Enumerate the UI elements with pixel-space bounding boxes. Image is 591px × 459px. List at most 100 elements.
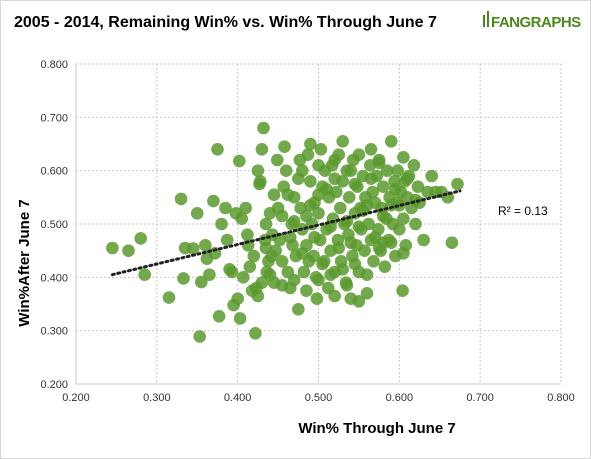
data-point bbox=[312, 273, 325, 287]
data-point bbox=[352, 148, 366, 161]
logo-bar-icon bbox=[487, 11, 489, 27]
data-point bbox=[301, 148, 315, 161]
data-point bbox=[417, 233, 430, 247]
data-point bbox=[330, 185, 343, 199]
data-point bbox=[225, 265, 239, 279]
data-point bbox=[401, 172, 414, 185]
data-point bbox=[332, 241, 346, 255]
data-point bbox=[241, 228, 254, 241]
data-point bbox=[203, 268, 216, 282]
data-point bbox=[376, 209, 390, 223]
data-point bbox=[358, 244, 371, 257]
data-point bbox=[340, 279, 354, 292]
data-point bbox=[279, 164, 293, 177]
y-tick-label: 0.500 bbox=[40, 219, 68, 231]
data-point bbox=[219, 201, 232, 215]
data-point bbox=[372, 156, 386, 169]
data-point bbox=[162, 291, 176, 304]
x-tick-label: 0.800 bbox=[547, 392, 575, 404]
data-point bbox=[257, 121, 270, 135]
x-tick-label: 0.200 bbox=[62, 392, 90, 404]
data-point bbox=[396, 284, 409, 298]
data-point bbox=[287, 215, 301, 228]
data-point bbox=[391, 164, 405, 177]
data-point bbox=[243, 260, 257, 274]
data-point bbox=[255, 143, 269, 156]
data-point bbox=[177, 272, 190, 285]
data-point bbox=[263, 268, 277, 282]
data-point bbox=[389, 183, 402, 196]
data-point bbox=[235, 212, 248, 225]
data-point bbox=[312, 188, 325, 201]
r-squared-annotation: R² = 0.13 bbox=[498, 204, 548, 218]
data-point bbox=[367, 254, 380, 268]
y-tick-label: 0.600 bbox=[40, 166, 68, 178]
data-point bbox=[411, 180, 425, 193]
x-axis-title: Win% Through June 7 bbox=[298, 420, 455, 437]
data-point bbox=[425, 169, 439, 183]
data-point bbox=[348, 177, 362, 191]
x-tick-label: 0.500 bbox=[305, 392, 333, 404]
data-point bbox=[190, 207, 204, 220]
data-point bbox=[307, 249, 320, 263]
data-point bbox=[195, 275, 208, 289]
data-point bbox=[397, 151, 410, 164]
data-point bbox=[296, 164, 309, 177]
data-point bbox=[193, 330, 206, 343]
data-point bbox=[207, 194, 220, 208]
data-point bbox=[312, 207, 325, 220]
data-point bbox=[360, 268, 374, 282]
fangraphs-logo: FANGRAPHS bbox=[483, 11, 582, 31]
x-tick-label: 0.300 bbox=[143, 392, 171, 404]
data-point bbox=[372, 241, 386, 255]
data-point bbox=[360, 199, 374, 212]
logo-text: FANGRAPHS bbox=[491, 14, 581, 31]
data-point bbox=[324, 268, 337, 282]
data-point bbox=[281, 188, 295, 201]
data-point bbox=[106, 241, 119, 255]
data-point bbox=[249, 327, 262, 340]
data-point bbox=[275, 209, 289, 223]
data-point bbox=[364, 172, 378, 185]
data-point bbox=[253, 175, 267, 188]
data-point bbox=[308, 231, 321, 244]
data-point bbox=[255, 276, 269, 290]
data-point bbox=[275, 279, 289, 292]
data-point bbox=[352, 220, 366, 233]
data-point bbox=[211, 143, 224, 156]
data-point bbox=[296, 247, 309, 260]
data-point bbox=[310, 292, 324, 306]
data-point bbox=[384, 236, 398, 249]
data-point bbox=[336, 263, 350, 276]
data-point bbox=[409, 217, 422, 231]
y-tick-label: 0.400 bbox=[40, 272, 68, 284]
data-point bbox=[208, 247, 222, 260]
data-point bbox=[397, 212, 410, 225]
chart-title: 2005 - 2014, Remaining Win% vs. Win% Thr… bbox=[14, 14, 437, 31]
data-point bbox=[134, 232, 147, 245]
data-point bbox=[348, 257, 362, 271]
data-point bbox=[451, 177, 464, 191]
x-tick-label: 0.700 bbox=[466, 392, 494, 404]
data-point bbox=[328, 289, 342, 303]
data-point bbox=[292, 303, 305, 316]
data-point bbox=[233, 312, 247, 325]
data-point bbox=[199, 239, 212, 252]
y-tick-label: 0.800 bbox=[40, 59, 68, 71]
data-point bbox=[278, 140, 291, 153]
data-point bbox=[269, 244, 283, 257]
data-point bbox=[237, 271, 250, 284]
data-point bbox=[174, 192, 188, 206]
data-point bbox=[212, 310, 226, 323]
data-points bbox=[106, 121, 464, 343]
data-point bbox=[259, 241, 273, 255]
data-point bbox=[316, 257, 329, 271]
data-point bbox=[287, 273, 301, 287]
data-point bbox=[364, 143, 378, 156]
data-point bbox=[259, 217, 273, 231]
y-axis-ticks: 0.200 0.300 0.400 0.500 0.600 0.700 0.800 bbox=[40, 59, 68, 391]
x-tick-label: 0.600 bbox=[386, 392, 414, 404]
data-point bbox=[297, 265, 311, 279]
data-point bbox=[300, 284, 313, 298]
